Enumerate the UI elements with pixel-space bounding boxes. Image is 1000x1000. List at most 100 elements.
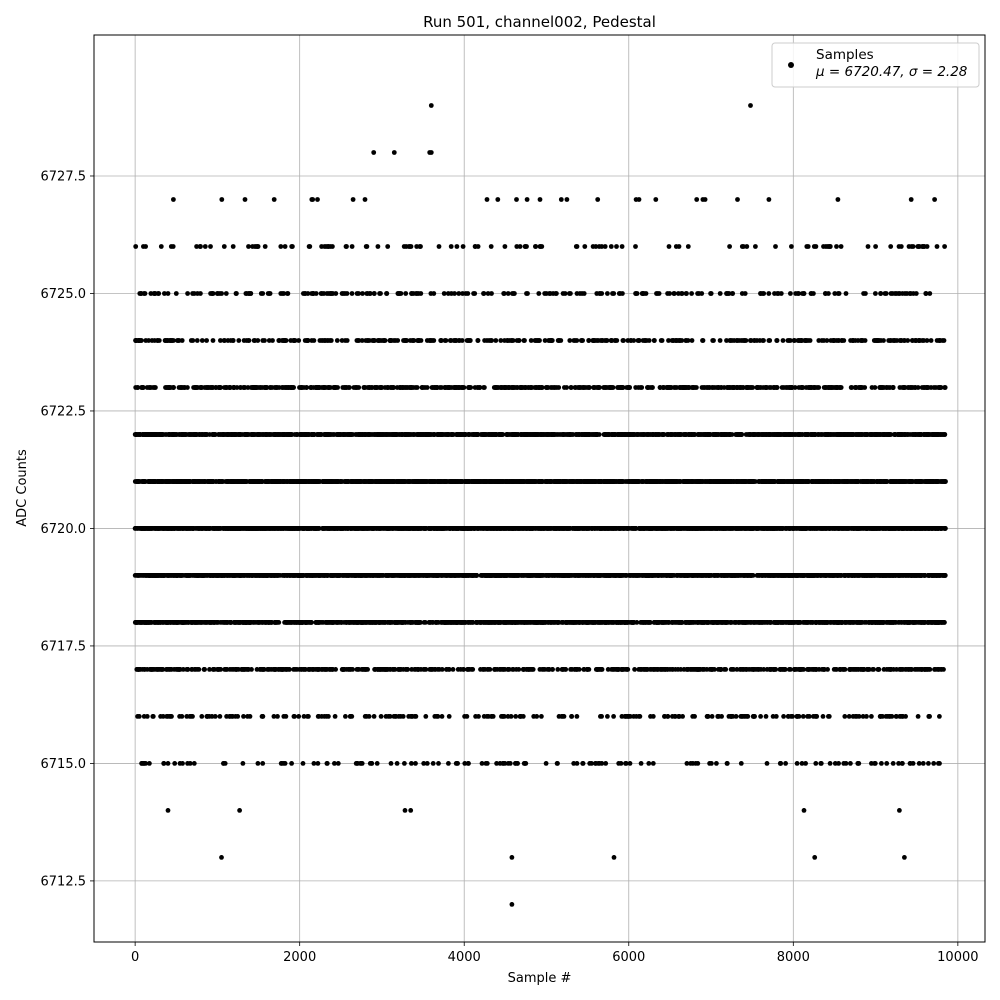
data-point: [748, 573, 754, 578]
data-point: [485, 620, 491, 625]
data-point: [605, 667, 611, 672]
data-point: [836, 620, 842, 625]
data-point: [895, 573, 901, 578]
data-point: [846, 714, 852, 719]
data-point: [714, 761, 719, 766]
data-point: [494, 761, 499, 766]
data-point: [899, 620, 905, 625]
data-points: [132, 103, 948, 907]
data-point: [522, 761, 528, 766]
data-point: [757, 573, 763, 578]
data-point: [292, 714, 297, 719]
data-point: [199, 714, 205, 719]
data-point: [212, 620, 218, 625]
data-point: [650, 761, 656, 766]
data-point: [510, 620, 515, 625]
data-point: [856, 761, 862, 766]
data-point: [833, 573, 839, 578]
data-point: [424, 761, 430, 766]
data-point: [916, 761, 922, 766]
data-point: [254, 667, 260, 672]
data-point: [616, 667, 621, 672]
data-point: [242, 667, 248, 672]
data-point: [685, 667, 690, 672]
data-point: [704, 714, 710, 719]
data-point: [256, 573, 262, 578]
data-point: [164, 667, 170, 672]
data-point: [556, 714, 562, 719]
data-point: [406, 714, 412, 719]
data-point: [559, 620, 564, 625]
data-point: [233, 573, 239, 578]
data-point: [501, 761, 506, 766]
data-point: [880, 714, 885, 719]
data-point: [296, 714, 302, 719]
data-point: [777, 573, 783, 578]
data-point: [786, 620, 792, 625]
data-point: [548, 620, 554, 625]
data-point: [227, 620, 233, 625]
data-point: [213, 573, 218, 578]
data-point: [900, 573, 906, 578]
data-point: [653, 573, 659, 578]
data-point: [758, 667, 764, 672]
data-point: [764, 761, 770, 766]
data-point: [212, 714, 218, 719]
data-point: [433, 667, 438, 672]
data-point: [217, 667, 222, 672]
data-point: [255, 620, 261, 625]
data-point: [599, 761, 605, 766]
data-point: [821, 620, 827, 625]
data-point: [179, 573, 185, 578]
data-point: [386, 714, 391, 719]
data-point: [470, 667, 476, 672]
data-point: [848, 761, 853, 766]
data-point: [920, 761, 926, 766]
data-point: [416, 620, 421, 625]
data-point: [332, 761, 337, 766]
data-point: [362, 714, 368, 719]
data-point: [301, 714, 307, 719]
data-point: [531, 714, 537, 719]
data-point: [695, 761, 701, 766]
data-point: [473, 620, 479, 625]
data-point: [784, 573, 789, 578]
data-point: [744, 667, 749, 672]
data-point: [870, 667, 876, 672]
data-point: [528, 620, 534, 625]
data-point: [147, 667, 153, 672]
data-point: [384, 667, 389, 672]
data-point: [364, 573, 370, 578]
data-point: [758, 714, 763, 719]
data-point: [661, 620, 667, 625]
data-point: [595, 573, 601, 578]
data-point: [665, 714, 671, 719]
data-point: [314, 620, 320, 625]
data-point: [196, 667, 202, 672]
data-point: [854, 620, 860, 625]
data-point: [221, 761, 226, 766]
data-point: [292, 667, 298, 672]
data-point: [695, 620, 701, 625]
data-point: [570, 620, 576, 625]
data-point: [284, 667, 290, 672]
data-point: [391, 573, 397, 578]
data-point: [847, 667, 853, 672]
data-point: [189, 620, 194, 625]
data-point: [869, 573, 874, 578]
data-point: [522, 620, 528, 625]
data-point: [931, 761, 937, 766]
data-point: [730, 573, 736, 578]
data-point: [493, 667, 498, 672]
data-point: [340, 667, 346, 672]
data-point: [260, 714, 266, 719]
data-point: [446, 714, 452, 719]
data-point: [175, 667, 180, 672]
data-point: [563, 667, 569, 672]
data-point: [415, 667, 421, 672]
data-point: [184, 667, 190, 672]
data-point: [740, 573, 746, 578]
data-point: [803, 761, 808, 766]
data-point: [526, 573, 532, 578]
data-point: [914, 620, 919, 625]
